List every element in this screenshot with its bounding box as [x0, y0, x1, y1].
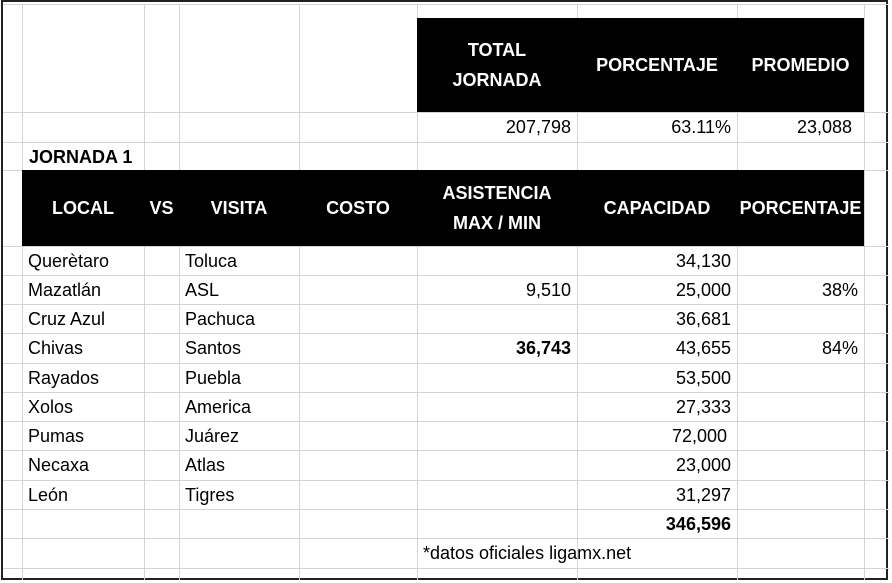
cell-asistencia[interactable]: 36,743: [515, 338, 571, 358]
cell-local[interactable]: Querètaro: [28, 251, 110, 271]
cell-visita[interactable]: ASL: [185, 280, 220, 300]
cell-capacidad[interactable]: 27,333: [675, 397, 731, 417]
summary-header-promedio: PROMEDIO: [751, 55, 850, 75]
total-capacidad[interactable]: 346,596: [665, 514, 731, 534]
cell-visita[interactable]: Toluca: [185, 251, 238, 271]
cell-local[interactable]: León: [28, 485, 69, 505]
gridline: [864, 4, 865, 580]
gridline: [179, 4, 180, 580]
cell-capacidad[interactable]: 31,297: [675, 485, 731, 505]
gridline: [3, 363, 889, 364]
cell-local[interactable]: Chivas: [28, 338, 84, 358]
cell-visita[interactable]: Juárez: [185, 426, 240, 446]
cell-porcentaje[interactable]: 38%: [821, 280, 858, 300]
col-header-costo: COSTO: [326, 198, 390, 218]
gridline: [3, 480, 889, 481]
gridline: [3, 246, 889, 247]
summary-header-porcentaje: PORCENTAJE: [596, 55, 718, 75]
col-header-capacidad: CAPACIDAD: [603, 198, 711, 218]
cell-capacidad[interactable]: 43,655: [675, 338, 731, 358]
cell-local[interactable]: Cruz Azul: [28, 309, 106, 329]
cell-visita[interactable]: Tigres: [185, 485, 235, 505]
gridline: [144, 4, 145, 580]
cell-visita[interactable]: Atlas: [185, 455, 226, 475]
gridline: [3, 538, 889, 539]
gridline: [3, 304, 889, 305]
gridline: [3, 450, 889, 451]
gridline: [3, 275, 889, 276]
gridline: [3, 142, 889, 143]
cell-visita[interactable]: Pachuca: [185, 309, 256, 329]
cell-capacidad[interactable]: 72,000: [671, 426, 727, 446]
gridline: [299, 4, 300, 580]
col-header-visita: VISITA: [210, 198, 268, 218]
col-header-vs: VS: [149, 198, 174, 218]
cell-local[interactable]: Pumas: [28, 426, 85, 446]
gridline: [22, 4, 23, 580]
summary-total-value[interactable]: 207,798: [505, 117, 571, 137]
footnote[interactable]: *datos oficiales ligamx.net: [423, 543, 632, 563]
gridline: [3, 392, 889, 393]
gridline: [3, 421, 889, 422]
gridline: [3, 4, 889, 5]
cell-capacidad[interactable]: 23,000: [675, 455, 731, 475]
cell-asistencia[interactable]: 9,510: [525, 280, 571, 300]
summary-promedio-value[interactable]: 23,088: [796, 117, 852, 137]
gridline: [577, 4, 578, 580]
summary-header-total: TOTAL JORNADA: [452, 40, 542, 90]
cell-capacidad[interactable]: 25,000: [675, 280, 731, 300]
cell-capacidad[interactable]: 36,681: [675, 309, 731, 329]
section-title[interactable]: JORNADA 1: [29, 147, 133, 167]
cell-visita[interactable]: America: [185, 397, 252, 417]
col-header-asistencia: ASISTENCIA MAX / MIN: [442, 183, 552, 233]
cell-local[interactable]: Rayados: [28, 368, 100, 388]
cell-local[interactable]: Necaxa: [28, 455, 90, 475]
cell-visita[interactable]: Puebla: [185, 368, 242, 388]
table-header-bg: [22, 170, 864, 246]
gridline: [3, 509, 889, 510]
cell-capacidad[interactable]: 34,130: [675, 251, 731, 271]
cell-local[interactable]: Mazatlán: [28, 280, 102, 300]
summary-header-bg: [417, 18, 864, 112]
cell-porcentaje[interactable]: 84%: [821, 338, 858, 358]
cell-capacidad[interactable]: 53,500: [675, 368, 731, 388]
gridline: [3, 568, 889, 569]
gridline: [417, 4, 418, 580]
col-header-local: LOCAL: [52, 198, 114, 218]
cell-visita[interactable]: Santos: [185, 338, 242, 358]
gridline: [3, 333, 889, 334]
cell-local[interactable]: Xolos: [28, 397, 74, 417]
col-header-porcentaje: PORCENTAJE: [739, 198, 862, 218]
summary-porcentaje-value[interactable]: 63.11%: [671, 117, 731, 137]
gridline: [737, 4, 738, 580]
gridline: [3, 112, 889, 113]
